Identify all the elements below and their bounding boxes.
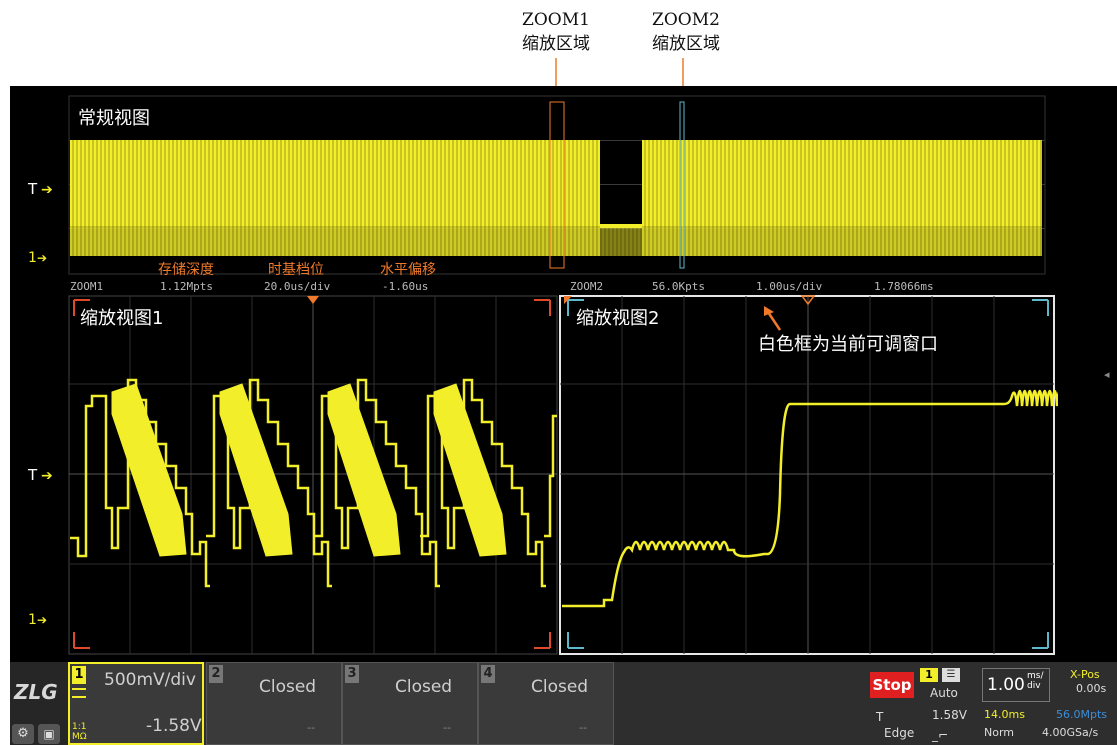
zoom2-note-arrow-icon [766, 311, 782, 331]
ch1-probe-ratio: 1:1 [72, 722, 87, 732]
ch3-number: 3 [345, 665, 359, 683]
zoom2-grid [560, 296, 1054, 654]
overview-waveform [70, 140, 1042, 256]
acq-length: 14.0ms [984, 708, 1025, 721]
logo-area: ZLG ⚙ ▣ [10, 662, 68, 745]
ch2-status[interactable]: Closed [259, 677, 317, 697]
xpos-label: X-Pos [1070, 668, 1100, 681]
zoom1-info-timebase: 20.0us/div [264, 280, 331, 293]
zoom1-trigger-marker[interactable]: T [27, 466, 38, 484]
overview-ch1-marker[interactable]: 1 [28, 250, 37, 266]
timebase-value: 1.00 [987, 675, 1025, 695]
zoom1-window-marker[interactable] [549, 101, 565, 269]
trigger-mode: Auto [930, 686, 958, 700]
trigger-menu-icon[interactable]: ☰ [942, 668, 960, 682]
zoom2-info-depth: 56.0Kpts [652, 280, 705, 293]
trigger-panel[interactable]: 1 ☰ Auto T 1.58V Edge _⌐ [876, 668, 978, 744]
ch3-status[interactable]: Closed [395, 677, 453, 697]
zoom2-title: 缩放视图2 [576, 308, 659, 329]
ch3-offset: -- [443, 721, 451, 734]
zoom2-note: 白色框为当前可调窗口 [758, 334, 938, 355]
trigger-level-label: T [876, 710, 884, 724]
ch1-number: 1 [72, 666, 86, 684]
zoom1-trigger-arrow-icon: ➔ [41, 468, 53, 484]
ch1-scale[interactable]: 500mV/div [104, 670, 196, 690]
annotation-depth: 存储深度 [158, 262, 214, 278]
zoom2-info-offset: 1.78066ms [874, 280, 934, 293]
zoom2-panel[interactable]: 缩放视图2 白色框为当前可调窗口 [558, 294, 1058, 656]
annotation-timebase: 时基档位 [268, 261, 324, 278]
overview-ch1-arrow-icon: ➔ [37, 251, 47, 265]
ch1-panel[interactable]: 1 500mV/div -1.58V 1:1 MΩ [68, 662, 204, 745]
timebase-panel[interactable]: 1.00 ms/ div [982, 668, 1050, 702]
ch1-probe: 1:1 MΩ [72, 722, 87, 742]
zoom1-panel[interactable]: 缩放视图1 T ➔ 1 ➔ [10, 294, 558, 656]
ch4-offset: -- [579, 721, 587, 734]
timebase-unit: ms/ div [1027, 671, 1044, 691]
zoom2-caption: ZOOM2 缩放区域 [640, 8, 732, 56]
zoom1-info-label: ZOOM1 [70, 280, 103, 293]
timebase-unit-top: ms/ [1027, 671, 1044, 681]
zoom2-trigger-position-icon[interactable] [564, 296, 572, 304]
trigger-source: 1 [920, 668, 938, 682]
zoom2-caption-title: ZOOM2 [652, 10, 720, 30]
trigger-level: 1.58V [932, 708, 967, 722]
zoom2-info-label: ZOOM2 [570, 280, 603, 293]
overview-title: 常规视图 [78, 108, 150, 129]
overview-panel[interactable]: 常规视图 T ➔ 1 ➔ 存储深度 时基档位 水平偏移 ZOOM1 1.12Mp… [10, 86, 1117, 296]
trigger-type: Edge [884, 726, 915, 740]
ch4-status[interactable]: Closed [531, 677, 589, 697]
ch1-impedance: MΩ [72, 732, 87, 742]
ch4-number: 4 [481, 665, 495, 683]
stop-button[interactable]: Stop [870, 672, 914, 698]
zoom2-info-timebase: 1.00us/div [756, 280, 823, 293]
zoom1-waveform [70, 378, 557, 588]
zoom1-ch1-arrow-icon: ➔ [37, 613, 47, 627]
zoom1-caption-sub: 缩放区域 [522, 34, 590, 54]
overview-trigger-arrow-icon: ➔ [41, 182, 53, 198]
zoom2-caption-sub: 缩放区域 [652, 34, 720, 54]
save-icon[interactable]: ▣ [38, 724, 60, 744]
acq-rate: 4.00GSa/s [1042, 726, 1099, 739]
zoom2-active-frame[interactable] [559, 295, 1055, 655]
ch4-panel[interactable]: 4 Closed -- [478, 662, 614, 745]
menu-icon[interactable]: ⚙ [12, 724, 34, 744]
zoom2-waveform [562, 389, 1058, 608]
ch2-number: 2 [209, 665, 223, 683]
ch3-panel[interactable]: 3 Closed -- [342, 662, 478, 745]
zoom2-window-marker[interactable] [679, 101, 685, 269]
zoom1-caption: ZOOM1 缩放区域 [510, 8, 602, 56]
zoom1-trigger-position-icon[interactable] [307, 296, 319, 304]
ch2-offset: -- [307, 721, 315, 734]
scope-screen: 常规视图 T ➔ 1 ➔ 存储深度 时基档位 水平偏移 ZOOM1 1.12Mp… [10, 86, 1117, 745]
zoom1-title: 缩放视图1 [80, 308, 163, 329]
ch2-panel[interactable]: 2 Closed -- [206, 662, 342, 745]
rising-edge-icon: _⌐ [932, 728, 949, 742]
overview-trigger-marker[interactable]: T [27, 180, 38, 198]
xpos-value[interactable]: 0.00s [1076, 682, 1107, 695]
zoom1-info-offset: -1.60us [382, 280, 428, 293]
side-panel-handle-icon[interactable]: ◂ [1104, 368, 1110, 381]
timebase-unit-bottom: div [1027, 681, 1041, 691]
acq-mode: Norm [984, 726, 1015, 739]
annotation-offset: 水平偏移 [380, 262, 436, 278]
zlg-logo: ZLG [14, 680, 58, 704]
zoom1-ch1-marker[interactable]: 1 [28, 612, 37, 628]
ch1-coupling-icon [72, 688, 86, 698]
zoom1-caption-title: ZOOM1 [522, 10, 590, 30]
acq-depth: 56.0Mpts [1056, 708, 1108, 721]
zoom1-info-depth: 1.12Mpts [160, 280, 213, 293]
ch1-offset[interactable]: -1.58V [146, 716, 202, 736]
